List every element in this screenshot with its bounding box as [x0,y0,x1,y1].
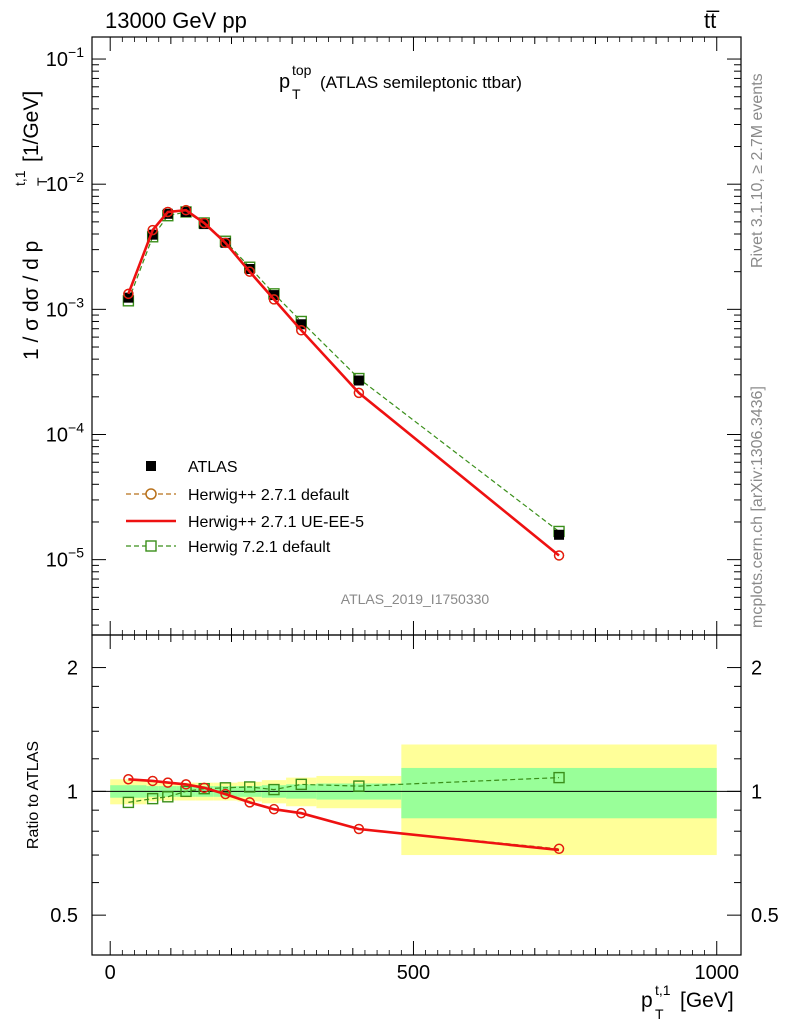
main-ueee5-overlay-point [162,206,173,218]
header-right: tt̅ [704,8,720,33]
main-ueee5-overlay-point [296,325,307,336]
ratio-panel-frame [91,634,742,956]
axes: 10−1 10−2 10−3 10−4 10−5 2 2 1 1 0.5 0.5 0 500 1000 [46,36,779,984]
main-ueee5-overlay-point [180,205,192,216]
ratio-ueee5-overlay-point [353,823,364,835]
ratio-ueee5-overlay-point [162,777,173,788]
ratio-ueee5-overlay-point [244,797,255,808]
x-axis-label-p: p [641,989,653,1012]
ratio-herwig7-point [122,796,135,809]
y-tick-label: 10−2 [46,169,84,196]
main-panel-series [122,204,565,561]
ratio-ueee5-overlay-point [123,774,134,785]
main-ueee5-overlay-point [353,387,364,398]
main-ueee5-overlay-point [268,294,280,305]
ratio-ueee5-overlay-point [147,775,158,787]
main-atlas-point [181,206,192,217]
ratio-y-tick-label-left: 0.5 [50,905,78,927]
side-text-top: Rivet 3.1.10, ≥ 2.7M events [749,73,766,268]
ratio-herwig7-point [268,783,280,796]
ratio-y-tick-label-right: 0.5 [751,905,779,927]
ratio-ueee5-overlay-point [220,788,231,800]
ratio-y-tick-label-right: 1 [751,781,762,803]
legend-marker-herwig7 [145,540,157,552]
legend-label-herwig7: Herwig 7.2.1 default [188,539,331,556]
x-axis-label-sup: t,1 [655,982,671,998]
y-axis-label-sup: t,1 [12,170,28,186]
main-atlas-point [296,319,307,330]
ratio-ueee5-overlay-point [268,804,280,815]
ratio-ueee5-overlay-point [199,782,210,793]
x-tick-label: 0 [105,962,116,984]
legend-label-herwigpp_default: Herwig++ 2.7.1 default [188,487,350,504]
legend-marker-atlas [146,461,156,471]
ratio-panel-series [122,771,565,855]
main-title: p top T (ATLAS semileptonic ttbar) [279,62,522,102]
main-herwigpp_ueee5-line [127,208,560,557]
main-atlas-point [353,375,364,386]
x-axis-label-sub: T [655,1006,664,1022]
main-ueee5-overlay-point [553,550,565,561]
ratio-herwig7-point [146,792,159,805]
y-axis-label: 1 / σ dσ / d p t,1 T [1/GeV] [12,91,50,360]
ratio-ueee5-overlay-point [553,843,565,854]
ratio-herwig7-point [162,791,174,803]
ratio-uncertainty-bands [110,744,717,856]
ratio-y-tick-label-left: 1 [67,781,78,803]
ratio-herwig7-point [553,771,565,784]
legend-marker-herwigpp_default [145,488,157,500]
ratio-ueee5-overlay-point [296,808,307,819]
main-ueee5-overlay-point [199,217,210,229]
main-title-rest: (ATLAS semileptonic ttbar) [320,73,522,92]
y-tick-label: 10−4 [46,419,84,446]
y-tick-label: 10−5 [46,545,84,572]
header-left: 13000 GeV pp [105,8,247,33]
main-title-sup: top [292,62,312,78]
legend: ATLAS Herwig++ 2.7.1 default Herwig++ 2.7.… [126,459,364,556]
ratio-ueee5-overlay-point [180,779,192,790]
y-axis-label-sub: T [34,177,50,186]
main-ueee5-overlay-point [123,288,134,299]
x-tick-label: 500 [397,962,430,984]
band-inner [401,767,717,819]
y-axis-label-main: 1 / σ dσ / d p [20,241,43,360]
ratio-y-tick-label-right: 2 [751,658,762,680]
main-title-p: p [279,71,290,93]
main-ueee5-overlay-point [147,224,158,236]
y-tick-label: 10−3 [46,294,84,321]
y-tick-label: 10−1 [46,44,84,71]
ratio-herwig7-point [295,778,307,791]
main-herwig7-line [127,211,560,532]
y-axis-label-units: [1/GeV] [20,91,43,162]
main-ueee5-overlay-point [220,237,231,248]
legend-label-atlas: ATLAS [188,459,238,476]
ratio-herwig7-point [244,781,256,793]
main-atlas-point [554,529,565,540]
legend-label-herwigpp_ueee5: Herwig++ 2.7.1 UE-EE-5 [188,514,364,531]
side-text-bottom: mcplots.cern.ch [arXiv:1306.3436] [749,386,766,628]
main-ueee5-overlay-point [244,266,255,277]
x-axis-label-units: [GeV] [680,989,734,1012]
main-title-sub: T [292,86,301,102]
ratio-herwig7-point [180,785,192,798]
ratio-axis-label: Ratio to ATLAS [25,741,42,849]
ratio-herwig7-point [353,780,365,792]
x-tick-label: 1000 [694,962,739,984]
ratio-y-tick-label-left: 2 [67,658,78,680]
watermark: ATLAS_2019_I1750330 [341,591,490,607]
main-atlas-point [244,264,255,275]
x-axis-label: p t,1 T [GeV] [641,982,734,1022]
